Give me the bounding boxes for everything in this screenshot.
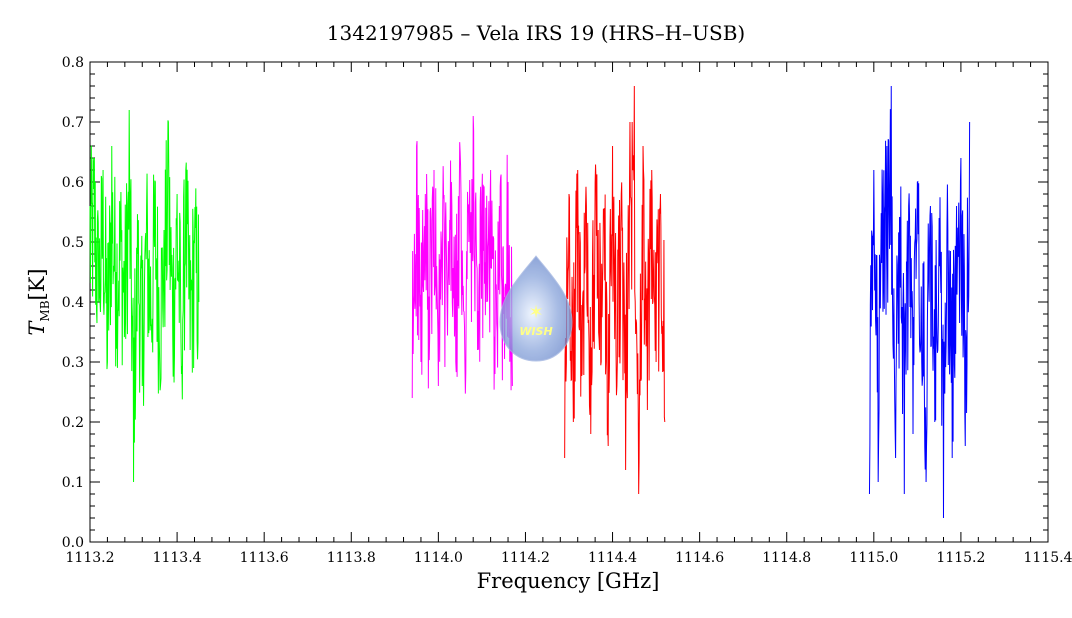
y-axis-label-main: T <box>25 320 49 336</box>
axis-ticks <box>89 61 1049 543</box>
x-tick-label: 1114.8 <box>762 550 811 566</box>
x-tick-label: 1113.2 <box>66 550 115 566</box>
logo-text: WISH <box>519 325 552 338</box>
svg-text:TMB[K]: TMB[K] <box>25 268 52 335</box>
x-tick-label: 1115.2 <box>936 550 985 566</box>
tick-labels: 1113.2 1113.4 1113.6 1113.8 1114.0 1114.2 1114… <box>62 55 1072 566</box>
y-tick-label: 0.2 <box>62 415 84 431</box>
x-tick-label: 1113.6 <box>240 550 289 566</box>
x-tick-label: 1114.6 <box>675 550 724 566</box>
star-icon: ✶ <box>528 302 543 323</box>
series-line <box>411 115 513 399</box>
wish-logo: ✶ WISH <box>499 255 573 362</box>
y-axis-label: TMB[K] <box>25 268 52 335</box>
chart-title: 1342197985 – Vela IRS 19 (HRS–H–USB) <box>327 21 745 45</box>
series-line <box>868 85 971 519</box>
y-tick-label: 0.7 <box>62 115 84 131</box>
y-tick-label: 0.1 <box>62 475 84 491</box>
x-tick-label: 1114.4 <box>588 550 637 566</box>
data-series <box>89 85 971 519</box>
y-axis-label-unit: [K] <box>25 268 49 300</box>
x-tick-label: 1113.8 <box>327 550 376 566</box>
water-drop-icon <box>499 255 573 362</box>
y-tick-label: 0.8 <box>62 55 84 71</box>
y-tick-label: 0.5 <box>62 235 84 251</box>
y-tick-label: 0.6 <box>62 175 84 191</box>
x-tick-label: 1113.4 <box>153 550 202 566</box>
x-axis-label: Frequency [GHz] <box>477 569 660 593</box>
series-line <box>564 85 666 495</box>
y-axis-label-sub: MB <box>38 300 52 321</box>
series-line <box>89 109 200 483</box>
x-tick-label: 1114.2 <box>501 550 550 566</box>
x-tick-label: 1115.4 <box>1024 550 1072 566</box>
x-tick-label: 1115.0 <box>849 550 898 566</box>
x-tick-label: 1114.0 <box>414 550 463 566</box>
y-tick-label: 0.0 <box>62 535 84 551</box>
y-tick-label: 0.3 <box>62 355 84 371</box>
y-tick-label: 0.4 <box>62 295 84 311</box>
